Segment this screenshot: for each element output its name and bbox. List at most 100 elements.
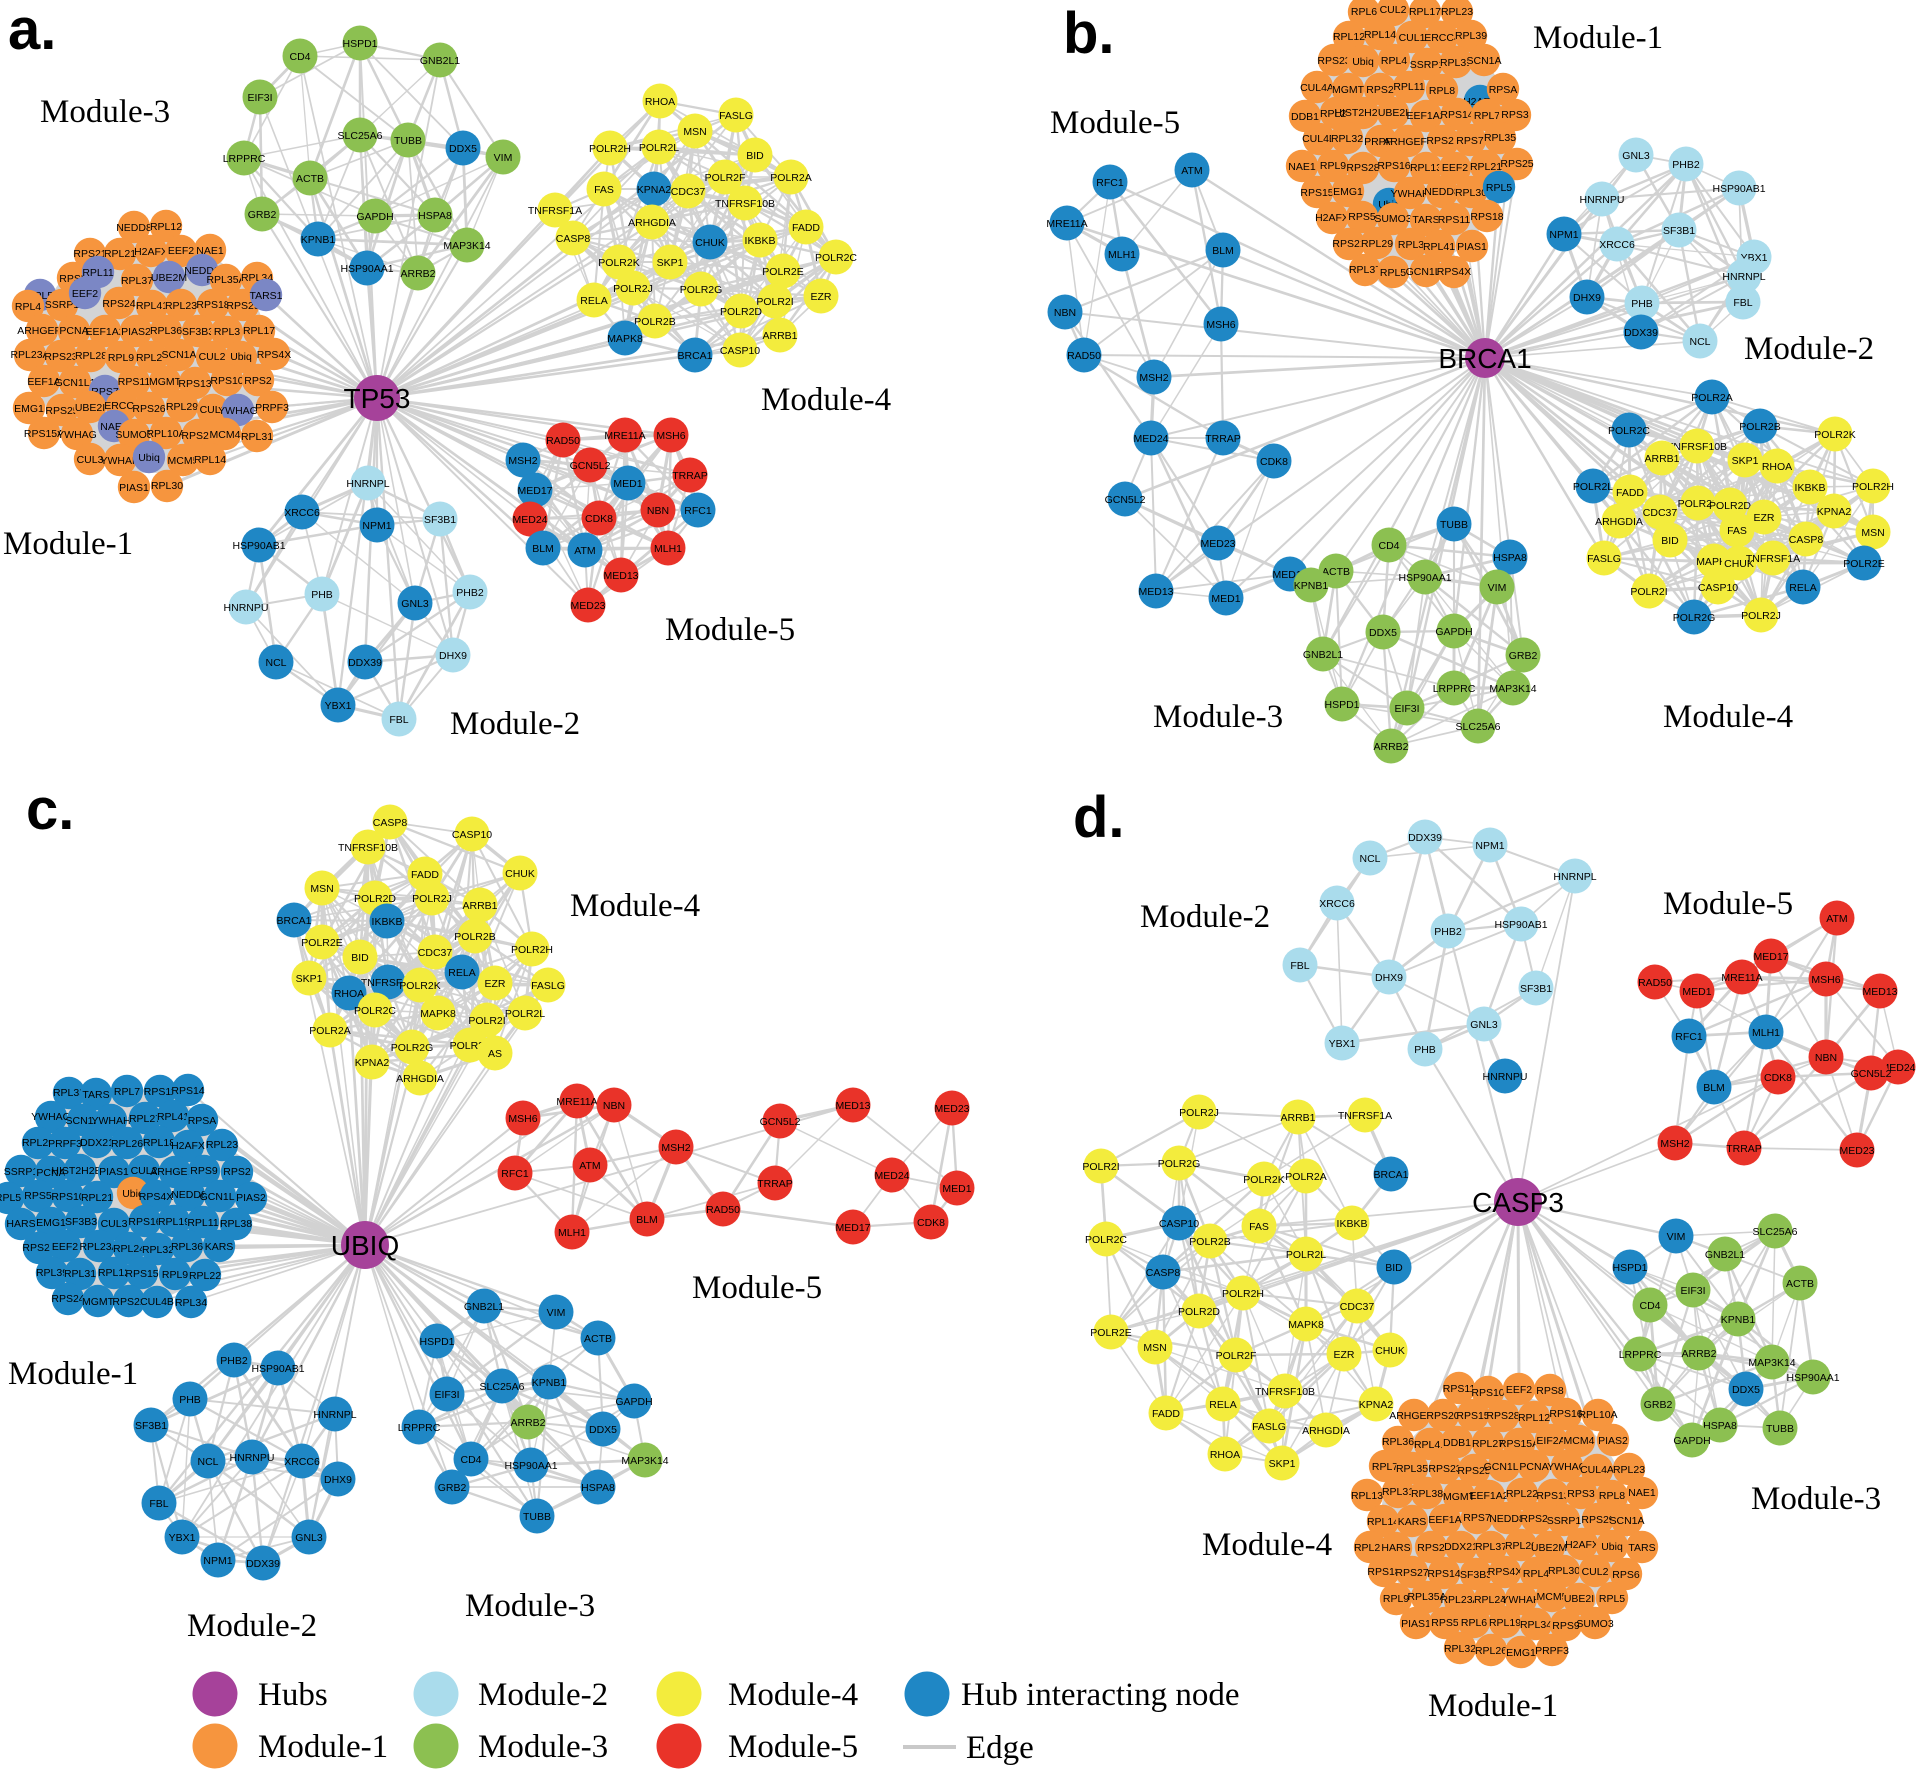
svg-text:MLH1: MLH1 [654,543,682,555]
svg-text:RPL8: RPL8 [1599,1490,1625,1502]
svg-text:Module-1: Module-1 [1533,20,1663,56]
svg-text:MRE11A: MRE11A [604,430,645,442]
svg-text:RPL26: RPL26 [1475,1645,1507,1657]
svg-text:RPS11: RPS11 [1438,214,1471,226]
svg-text:RPL34: RPL34 [175,1297,207,1309]
svg-text:RHOA: RHOA [1210,1449,1240,1461]
svg-text:HSP90AB1: HSP90AB1 [251,1363,304,1375]
svg-text:a.: a. [8,0,56,62]
svg-text:GRB2: GRB2 [1644,1399,1673,1411]
svg-text:HSPD1: HSPD1 [1324,699,1359,711]
svg-text:RPL7: RPL7 [1372,1461,1398,1473]
svg-text:SF3B1: SF3B1 [135,1420,167,1432]
svg-text:BRCA1: BRCA1 [1373,1169,1408,1181]
svg-text:EIF3I: EIF3I [1680,1285,1705,1297]
svg-text:IKBKB: IKBKB [1795,482,1826,494]
svg-text:DHX9: DHX9 [1375,972,1403,984]
svg-text:HNRNPU: HNRNPU [1483,1071,1528,1083]
svg-text:ATM: ATM [1181,165,1202,177]
svg-text:Module-5: Module-5 [728,1729,858,1765]
svg-text:RPL4: RPL4 [1381,55,1407,67]
svg-text:PRPF3: PRPF3 [48,1138,82,1150]
svg-text:ERCC4: ERCC4 [104,400,140,412]
svg-text:RPL29: RPL29 [1361,238,1393,250]
svg-text:RPL21: RPL21 [1354,1542,1386,1554]
svg-text:RPL31: RPL31 [1440,57,1472,69]
svg-text:YWHAG: YWHAG [218,405,258,417]
svg-text:CDC37: CDC37 [1643,507,1678,519]
svg-text:CUL3: CUL3 [77,454,104,466]
svg-text:CUL2: CUL2 [199,351,226,363]
svg-text:RPL21: RPL21 [1470,161,1502,173]
svg-text:MGMT: MGMT [149,376,182,388]
svg-text:RFC1: RFC1 [1675,1031,1703,1043]
svg-text:POLR2F: POLR2F [1678,498,1719,510]
svg-text:EIF2A: EIF2A [1536,1435,1565,1447]
svg-text:MLH1: MLH1 [558,1227,586,1239]
svg-text:Module-1: Module-1 [1428,1688,1558,1724]
svg-text:TNFRSF10B: TNFRSF10B [338,842,398,854]
svg-text:RPS28: RPS28 [1486,1410,1519,1422]
svg-text:RPS15: RPS15 [125,1268,158,1280]
svg-text:SKP1: SKP1 [296,973,323,985]
svg-text:RPS2: RPS2 [223,1166,251,1178]
svg-text:BID: BID [351,952,369,964]
svg-text:TNFRSF1A: TNFRSF1A [361,977,415,989]
svg-text:RAD50: RAD50 [706,1204,740,1216]
svg-text:FASLG: FASLG [531,980,565,992]
svg-text:GNB2L1: GNB2L1 [464,1301,504,1313]
svg-text:PIAS1: PIAS1 [119,482,149,494]
svg-text:BRCA1: BRCA1 [677,350,712,362]
svg-text:RPL3: RPL3 [1398,239,1424,251]
svg-text:KPNA2: KPNA2 [1817,506,1852,518]
svg-text:RPL32: RPL32 [1331,133,1363,145]
svg-text:PHB: PHB [179,1394,201,1406]
svg-text:Module-2: Module-2 [478,1677,608,1713]
svg-text:RPS11: RPS11 [144,1086,177,1098]
svg-text:MSH2: MSH2 [661,1142,690,1154]
svg-text:CDK8: CDK8 [585,513,613,525]
svg-text:RPS15: RPS15 [1300,187,1333,199]
svg-text:RPL5: RPL5 [1380,267,1406,279]
svg-text:POLR2J: POLR2J [1179,1107,1219,1119]
svg-text:HSPD1: HSPD1 [1612,1262,1647,1274]
svg-text:VIM: VIM [1667,1231,1686,1243]
svg-text:SSRP1: SSRP1 [4,1166,39,1178]
svg-text:CASP10: CASP10 [452,829,492,841]
svg-text:FADD: FADD [1616,487,1644,499]
svg-text:EEF1A: EEF1A [27,376,60,388]
svg-text:EIF3I: EIF3I [1394,703,1419,715]
svg-text:SSRP1: SSRP1 [1547,1515,1582,1527]
svg-text:EIF3I: EIF3I [434,1389,459,1401]
svg-text:Module-3: Module-3 [465,1588,595,1624]
svg-text:NCL: NCL [197,1456,218,1468]
svg-text:MED23: MED23 [1839,1145,1874,1157]
svg-text:SSRP1: SSRP1 [45,299,80,311]
svg-text:NBN: NBN [1054,307,1076,319]
svg-text:FASLG: FASLG [1252,1421,1286,1433]
svg-text:IKBKB: IKBKB [1337,1218,1368,1230]
svg-text:CUL4B: CUL4B [140,1296,174,1308]
svg-text:UBE2I: UBE2I [1564,1593,1594,1605]
svg-text:HNRNPL: HNRNPL [346,478,389,490]
svg-text:RPL32: RPL32 [142,1244,174,1256]
svg-text:SKP1: SKP1 [1269,1458,1296,1470]
svg-text:RPS8: RPS8 [1536,1385,1564,1397]
svg-text:EEF1A2: EEF1A2 [1406,110,1445,122]
svg-text:PIAS2: PIAS2 [236,1192,266,1204]
svg-text:EEF2: EEF2 [1442,162,1468,174]
svg-text:HNRNPU: HNRNPU [1580,194,1625,206]
svg-text:POLR2A: POLR2A [1691,392,1732,404]
svg-text:POLR2K: POLR2K [399,980,440,992]
svg-text:ARHGDIA: ARHGDIA [628,217,676,229]
svg-text:FADD: FADD [411,869,439,881]
svg-text:PIAS1: PIAS1 [1401,1618,1431,1630]
svg-text:RPL5: RPL5 [1486,182,1512,194]
svg-text:TARS: TARS [82,1089,109,1101]
svg-text:RPL5: RPL5 [0,1192,21,1204]
svg-text:CUL1: CUL1 [200,404,227,416]
svg-text:RPS29: RPS29 [1581,1514,1614,1526]
svg-text:ARHGEF4: ARHGEF4 [1383,136,1433,148]
svg-text:RPL19: RPL19 [158,1216,190,1228]
svg-text:POLR2G: POLR2G [391,1042,434,1054]
